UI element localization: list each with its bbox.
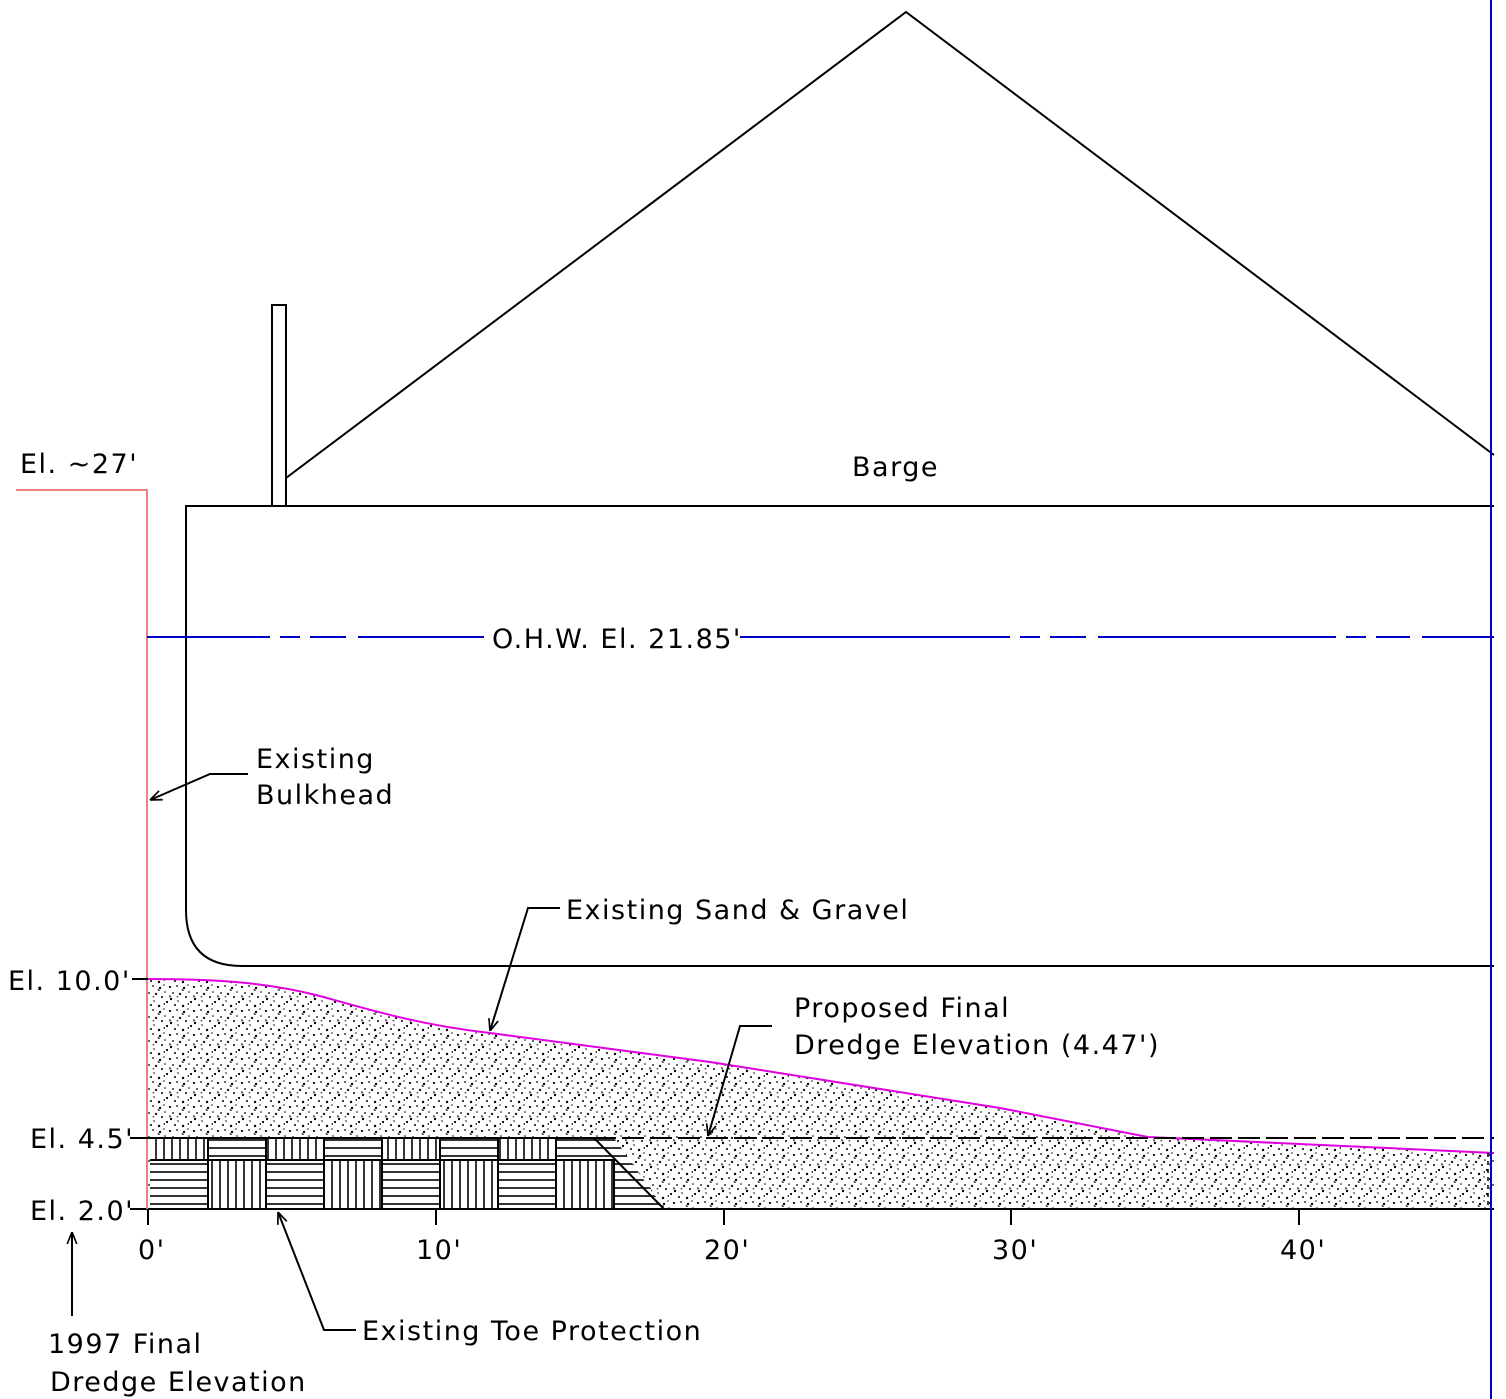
existing-bulkhead	[16, 489, 148, 1209]
axis-tick-label-20: 20'	[704, 1235, 750, 1266]
proposed-dredge-leader	[708, 1025, 772, 1136]
toe-protection-label: Existing Toe Protection	[362, 1316, 702, 1347]
ohw-label: O.H.W. El. 21.85'	[492, 624, 742, 655]
axis-tick-label-0: 0'	[138, 1235, 166, 1266]
x-axis: 0' 10' 20' 30' 40'	[138, 1209, 1326, 1266]
el-10-label: El. 10.0'	[8, 966, 131, 997]
barge	[185, 10, 1495, 967]
el-27-label: El. ~27'	[20, 449, 138, 480]
dredge-1997-label-line1: 1997 Final	[48, 1329, 203, 1360]
proposed-label-line2: Dredge Elevation (4.47')	[794, 1030, 1160, 1061]
el-2-0-label: El. 2.0'	[30, 1196, 134, 1227]
el-4-5-label: El. 4.5'	[30, 1124, 134, 1155]
axis-tick-label-40: 40'	[1280, 1235, 1326, 1266]
existing-ground-surface	[147, 978, 1495, 1154]
bulkhead-label-line2: Bulkhead	[256, 780, 394, 811]
barge-label: Barge	[852, 452, 939, 483]
sand-gravel-label: Existing Sand & Gravel	[566, 895, 909, 926]
bulkhead-label-line1: Existing	[256, 744, 375, 775]
sand-gravel-leader	[490, 907, 560, 1031]
dredge-1997-label-line2: Dredge Elevation	[50, 1367, 307, 1398]
bulkhead-leader	[150, 773, 248, 801]
proposed-label-line1: Proposed Final	[794, 993, 1010, 1024]
barge-post	[271, 304, 287, 507]
axis-tick-label-30: 30'	[992, 1235, 1038, 1266]
toe-protection-leader	[278, 1212, 356, 1331]
toe-protection	[150, 1137, 665, 1210]
axis-tick-label-10: 10'	[416, 1235, 462, 1266]
